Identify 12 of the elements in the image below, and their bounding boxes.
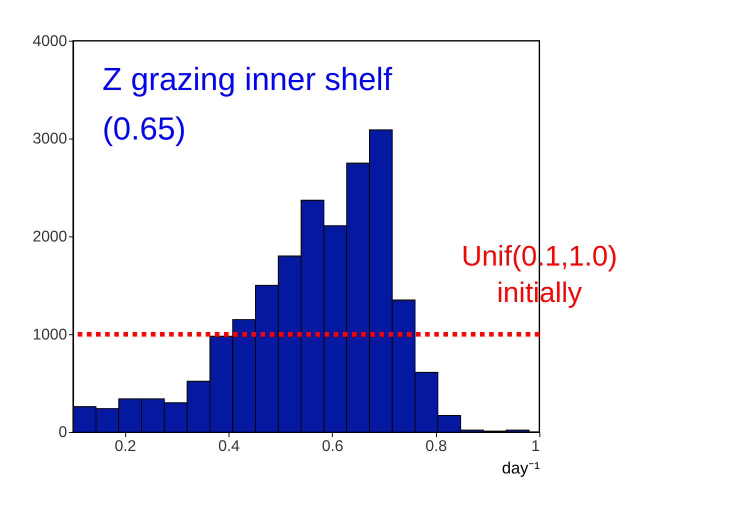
y-tick-label: 0 <box>58 424 68 442</box>
y-tick-label: 4000 <box>32 32 68 50</box>
annotation: Z grazing inner shelf (0.65) <box>102 61 392 147</box>
x-axis-title: day⁻¹ <box>502 460 540 478</box>
y-tick-label: 3000 <box>32 130 68 148</box>
x-tick-label: 0.4 <box>218 438 240 455</box>
y-tick-label: 1000 <box>32 326 68 344</box>
x-tick-label: 0.8 <box>425 438 448 455</box>
x-tick-label: 1 <box>531 438 540 455</box>
x-tick-label: 0.2 <box>114 438 136 455</box>
y-tick-label: 2000 <box>32 228 68 246</box>
x-tick-label: 0.6 <box>322 438 344 455</box>
